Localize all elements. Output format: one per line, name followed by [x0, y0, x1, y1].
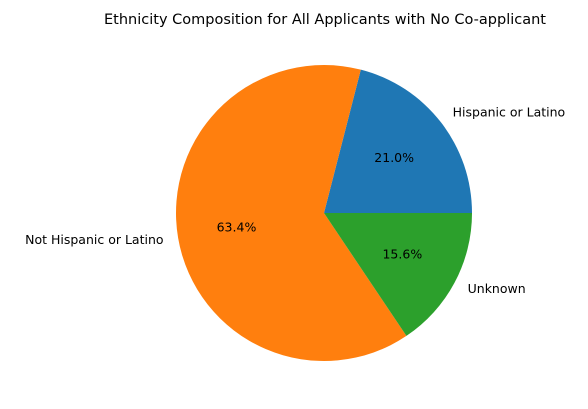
pie-pct-unknown: 15.6%: [382, 246, 422, 261]
pie-slices: [176, 65, 473, 362]
pie-slice-not-hispanic-or-latino: [176, 65, 407, 362]
pie-label-unknown: Unknown: [468, 281, 526, 296]
pie-pct-hispanic-or-latino: 21.0%: [374, 150, 414, 165]
pie-slice-hispanic-or-latino: [324, 69, 473, 213]
pie-slice-unknown: [324, 213, 472, 336]
chart-title: Ethnicity Composition for All Applicants…: [104, 12, 546, 28]
pie-label-not-hispanic-or-latino: Not Hispanic or Latino: [25, 232, 163, 247]
pie-pct-not-hispanic-or-latino: 63.4%: [217, 219, 257, 234]
pie-labels: Hispanic or Latino 21.0% Not Hispanic or L…: [25, 105, 565, 296]
pie-label-hispanic-or-latino: Hispanic or Latino: [453, 105, 566, 120]
